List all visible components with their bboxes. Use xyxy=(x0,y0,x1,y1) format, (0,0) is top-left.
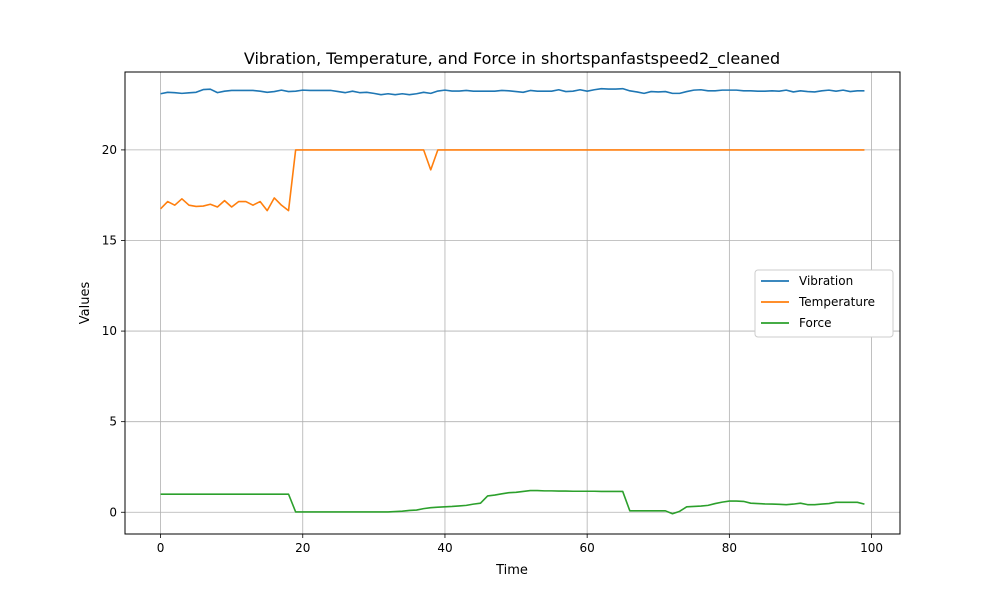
legend-label: Force xyxy=(799,316,831,330)
y-tick-label: 5 xyxy=(109,415,117,429)
y-tick-label: 10 xyxy=(102,324,117,338)
y-axis: 0 5 10 15 20 xyxy=(102,143,125,519)
x-tick-label: 40 xyxy=(437,541,452,555)
x-tick-label: 0 xyxy=(157,541,165,555)
x-axis-label: Time xyxy=(495,563,528,578)
chart-title: Vibration, Temperature, and Force in sho… xyxy=(244,49,780,69)
series-lines xyxy=(159,87,865,515)
y-axis-label: Values xyxy=(78,282,93,325)
series-line-vibration xyxy=(160,87,865,96)
series-line-force xyxy=(160,489,865,515)
x-tick-label: 80 xyxy=(722,541,737,555)
x-tick-label: 20 xyxy=(295,541,310,555)
y-tick-label: 15 xyxy=(102,233,117,247)
x-tick-label: 100 xyxy=(860,541,883,555)
legend-label: Vibration xyxy=(799,274,853,288)
y-tick-label: 0 xyxy=(109,505,117,519)
legend-box xyxy=(754,269,894,338)
legend: Vibration Temperature Force xyxy=(754,269,894,338)
series-line-temperature xyxy=(159,149,865,212)
plot-frame xyxy=(124,71,901,535)
legend-label: Temperature xyxy=(798,295,875,309)
y-tick-label: 20 xyxy=(102,143,117,157)
x-tick-label: 60 xyxy=(580,541,595,555)
x-axis: 0 20 40 60 80 100 xyxy=(157,534,883,555)
